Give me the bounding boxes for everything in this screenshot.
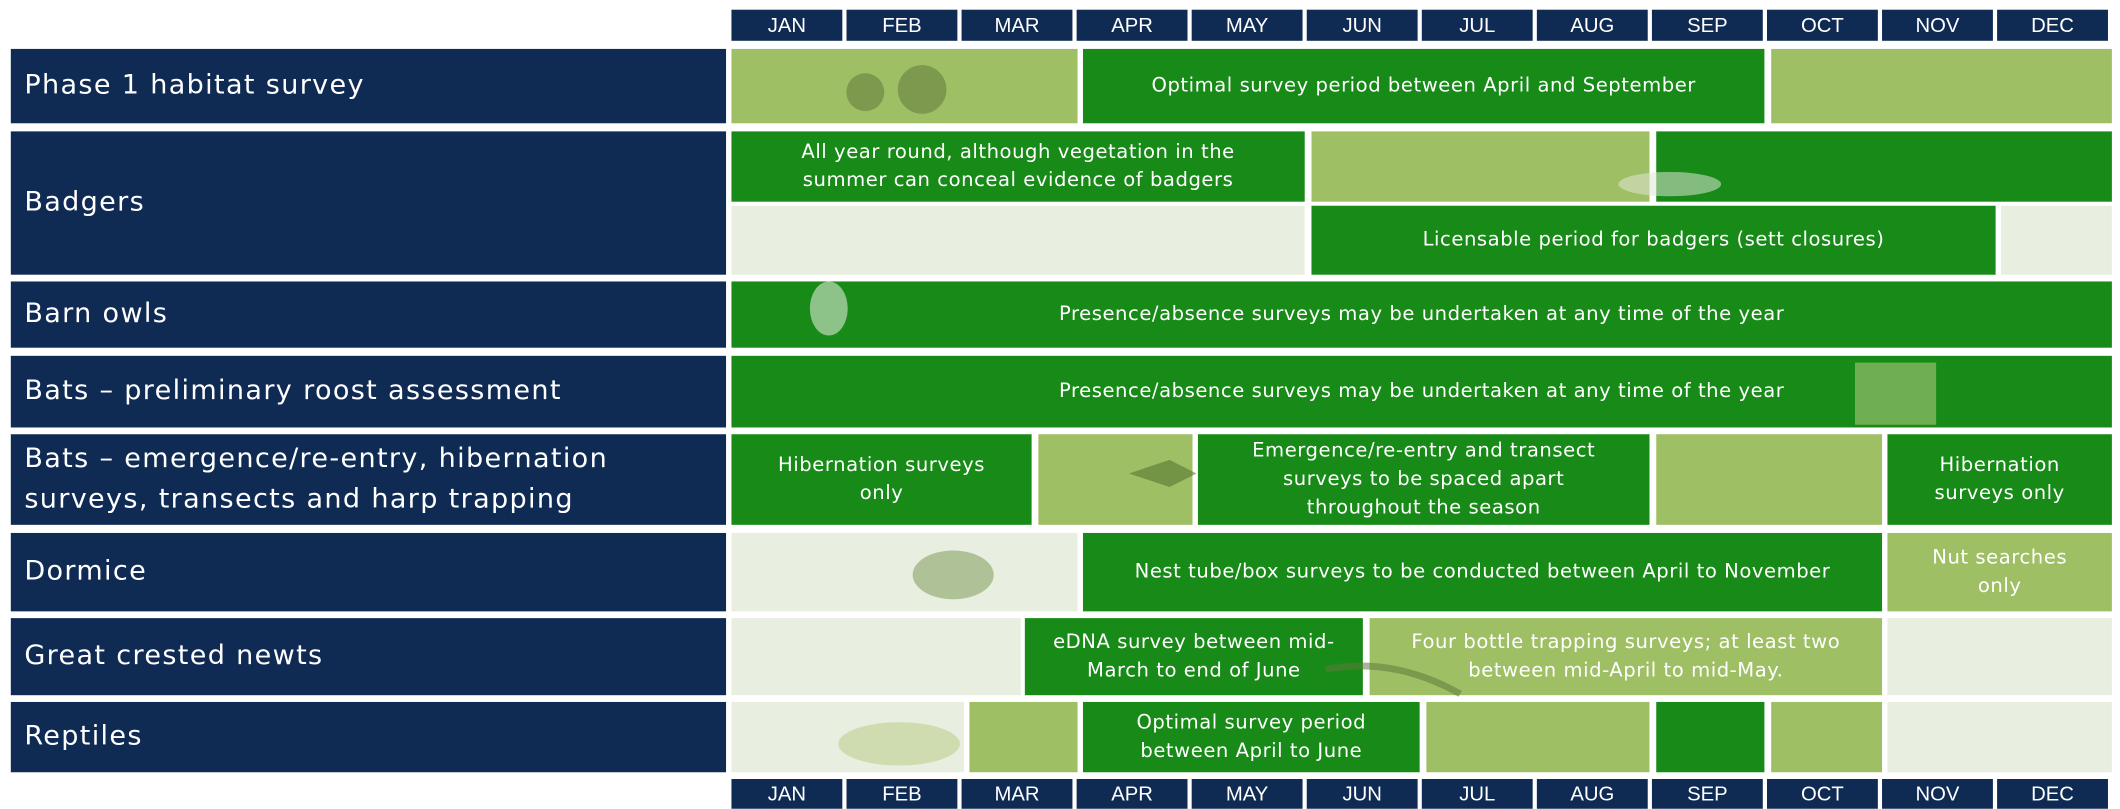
month-label: DEC [2031,15,2074,37]
period-note: Optimal survey period [1136,710,1366,733]
period-block [1656,131,2112,201]
month-label: APR [1111,15,1153,37]
month-label: NOV [1916,784,1960,806]
month-label: APR [1111,784,1153,806]
month-label: JAN [768,784,806,806]
month-label: AUG [1570,784,1614,806]
row-label: Reptiles [24,721,143,752]
period-block [2001,206,2112,275]
period-block [731,206,1304,275]
survey-calendar: JAN JAN FEB FEB MAR MAR APR APR MAY MAY JUN JUN JUL J… [0,0,2120,809]
period-note: between April to June [1140,739,1362,762]
period-block [1656,702,1764,772]
period-note: Four bottle trapping surveys; at least t… [1411,630,1840,653]
period-note: Hibernation surveys [778,453,985,476]
month-label: DEC [2031,784,2074,806]
month-label: MAR [994,15,1039,37]
period-note: eDNA survey between mid- [1053,630,1335,653]
period-note: surveys to be spaced apart [1283,467,1564,490]
period-note: Presence/absence surveys may be undertak… [1059,302,1785,325]
period-note: only [1978,574,2022,597]
row-label: Barn owls [24,298,168,329]
month-label: JUN [1342,15,1381,37]
period-note: Optimal survey period between April and … [1151,74,1696,97]
period-note: March to end of June [1087,658,1301,681]
row-label: Dormice [24,556,147,587]
row-label: Bats – preliminary roost assessment [24,375,561,406]
month-label: JUN [1342,784,1381,806]
month-label: JAN [768,15,806,37]
period-block [731,434,1031,525]
month-label: OCT [1801,784,1844,806]
row-label: surveys, transects and harp trapping [24,483,574,514]
month-label: NOV [1916,15,1960,37]
month-label: FEB [882,15,921,37]
month-label: SEP [1687,15,1728,37]
period-block [1887,702,2111,772]
period-note: only [860,481,904,504]
month-label: MAY [1226,15,1269,37]
period-block [1656,434,1882,525]
period-note: Nut searches [1932,545,2067,568]
period-note: All year round, although vegetation in t… [801,140,1234,163]
month-label: OCT [1801,15,1844,37]
period-block [731,618,1020,695]
row-label: Great crested newts [24,640,323,671]
period-note: Emergence/re-entry and transect [1252,439,1595,462]
period-note: Licensable period for badgers (sett clos… [1423,228,1885,251]
row-label: Badgers [24,187,145,218]
period-block [969,702,1077,772]
month-label: SEP [1687,784,1728,806]
period-note: throughout the season [1307,495,1541,518]
period-block [1771,49,2112,123]
month-label: FEB [882,784,921,806]
period-block [1426,702,1649,772]
row-label: Bats – emergence/re-entry, hibernation [24,443,608,474]
period-note: summer can conceal evidence of badgers [803,168,1234,191]
row-label: Phase 1 habitat survey [24,70,365,101]
period-block [1771,702,1882,772]
month-label: JUL [1459,784,1495,806]
period-note: Nest tube/box surveys to be conducted be… [1135,560,1831,583]
period-note: Hibernation [1940,453,2060,476]
month-label: JUL [1459,15,1495,37]
period-note: surveys only [1935,481,2065,504]
period-note: Presence/absence surveys may be undertak… [1059,379,1785,402]
period-block [1887,434,2111,525]
period-block [1887,618,2111,695]
period-block [1311,131,1649,201]
month-label: MAR [994,784,1039,806]
month-label: MAY [1226,784,1269,806]
period-block [731,533,1077,611]
period-note: between mid-April to mid-May. [1468,658,1783,681]
month-label: AUG [1570,15,1614,37]
